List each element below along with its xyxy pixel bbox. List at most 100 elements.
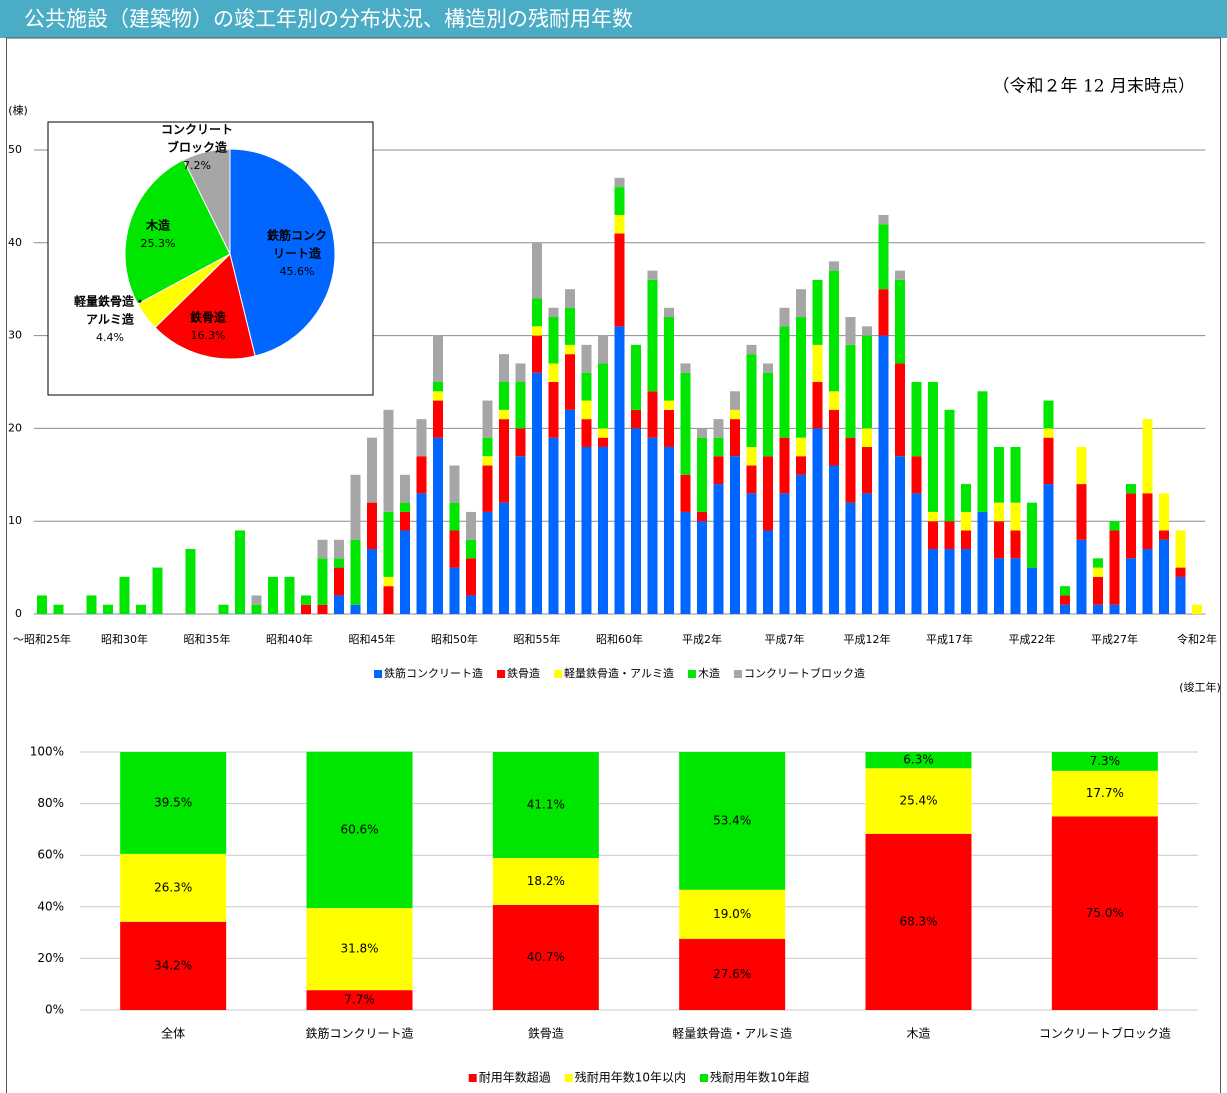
pie-value-label: 7.2% xyxy=(183,159,211,172)
bar-segment xyxy=(306,751,413,909)
bar-segment xyxy=(433,437,443,614)
bar-segment xyxy=(697,511,707,522)
bar-segment xyxy=(812,428,823,614)
bar-segment xyxy=(829,261,839,271)
pie-value-label: 16.3% xyxy=(191,329,226,342)
pie-label: 鉄筋コンク xyxy=(267,228,327,243)
bar-segment xyxy=(499,354,509,382)
x-tick-label: 昭和45年 xyxy=(349,632,396,646)
pie-slice xyxy=(229,148,336,357)
bar-segment xyxy=(1093,567,1103,577)
bar-segment xyxy=(301,604,311,614)
bar-segment xyxy=(1175,530,1186,568)
bar-segment xyxy=(944,409,955,522)
bar-segment xyxy=(565,354,575,410)
pie-slice xyxy=(124,159,231,305)
bar-segment xyxy=(845,317,856,345)
bar-segment xyxy=(961,511,971,531)
bar-segment xyxy=(1159,493,1169,531)
bar-segment xyxy=(865,768,972,834)
pie-label: コンクリート xyxy=(161,123,233,137)
legend-swatch xyxy=(733,670,742,678)
bar-segment xyxy=(185,549,196,614)
bar-segment xyxy=(416,419,427,457)
x-tick-label: 昭和35年 xyxy=(184,632,231,646)
pie-value-label: 45.6% xyxy=(280,265,315,278)
bar-segment xyxy=(746,354,757,447)
bar-segment xyxy=(631,428,641,614)
bar-segment xyxy=(449,530,460,568)
x-tick-label: 令和2年 xyxy=(1177,632,1217,646)
legend: 鉄筋コンクリート造 鉄骨造 軽量鉄骨造・アルミ造 木造 コンクリートブロック造 xyxy=(374,666,865,680)
bar-segment xyxy=(779,493,790,614)
bar-segment xyxy=(713,456,724,485)
bar-segment xyxy=(895,270,905,280)
bar-segment xyxy=(1076,484,1087,540)
bar-segment xyxy=(994,521,1004,559)
note: （令和２年 12 月末時点） xyxy=(993,77,1195,97)
bar-segment xyxy=(994,558,1004,614)
bar-segment xyxy=(499,409,509,420)
bar-segment xyxy=(878,224,889,290)
page-title: 公共施設（建築物）の竣工年別の分布状況、構造別の残耐用年数 xyxy=(24,7,633,31)
bar-segment xyxy=(598,428,608,438)
y-tick-label: 0% xyxy=(45,1003,64,1017)
bar-segment xyxy=(647,391,658,438)
bar-segment xyxy=(994,446,1004,503)
bar-segment xyxy=(499,502,509,614)
bar-segment xyxy=(1093,558,1103,568)
bar-segment xyxy=(796,317,806,438)
bar-segment xyxy=(944,549,955,614)
bar-segment xyxy=(565,307,575,345)
bar-segment xyxy=(679,889,786,939)
bar-segment xyxy=(515,363,526,382)
bar-segment xyxy=(383,586,394,614)
bar-segment xyxy=(928,521,938,550)
bar-segment xyxy=(1109,530,1120,605)
bar-segment xyxy=(532,372,542,614)
bar-segment xyxy=(383,511,394,577)
x-axis-label: (竣工年) xyxy=(1179,680,1221,694)
bar-segment xyxy=(1043,428,1054,438)
bar-segment xyxy=(466,558,476,596)
legend: 耐用年数超過 残耐用年数10年以内 残耐用年数10年超 xyxy=(468,1070,809,1085)
bar-segment xyxy=(664,409,674,447)
bar-segment xyxy=(515,456,526,614)
bar-segment xyxy=(631,344,641,410)
bar-segment xyxy=(565,409,575,614)
x-tick-label: 鉄筋コンクリート造 xyxy=(305,1026,413,1041)
bar-segment xyxy=(1010,446,1021,503)
bar-segment xyxy=(779,307,790,327)
bar-segment xyxy=(1192,604,1202,614)
x-tick-label: 軽量鉄骨造・アルミ造 xyxy=(672,1026,792,1041)
legend-label: 残耐用年数10年以内 xyxy=(575,1070,686,1085)
bar-segment xyxy=(350,539,361,605)
bar-segment xyxy=(492,858,599,905)
bar-segment xyxy=(598,437,608,447)
bar-segment xyxy=(482,456,493,466)
legend-label: 木造 xyxy=(698,666,720,680)
data-label: 26.3% xyxy=(154,880,192,894)
bar-segment xyxy=(1175,567,1186,577)
bar-segment xyxy=(1043,400,1054,429)
bar-segment xyxy=(367,549,377,614)
bar-segment xyxy=(548,317,559,364)
bar-segment xyxy=(845,344,856,438)
data-label: 17.7% xyxy=(1086,786,1124,800)
x-tick-label: 木造 xyxy=(906,1027,930,1041)
data-label: 40.7% xyxy=(527,950,565,964)
bar-segment xyxy=(433,382,443,392)
bar-segment xyxy=(878,289,889,336)
x-tick-label: 昭和30年 xyxy=(101,632,148,646)
bar-segment xyxy=(664,317,674,401)
bar-segment xyxy=(1159,530,1169,540)
bar-segment xyxy=(911,382,922,457)
bar-segment xyxy=(862,326,872,336)
bar-segment xyxy=(532,326,542,336)
bar-segment xyxy=(680,372,691,475)
bar-segment xyxy=(614,187,625,215)
bar-segment xyxy=(350,604,361,614)
bar-segment xyxy=(433,400,443,438)
bar-segment xyxy=(829,465,839,614)
